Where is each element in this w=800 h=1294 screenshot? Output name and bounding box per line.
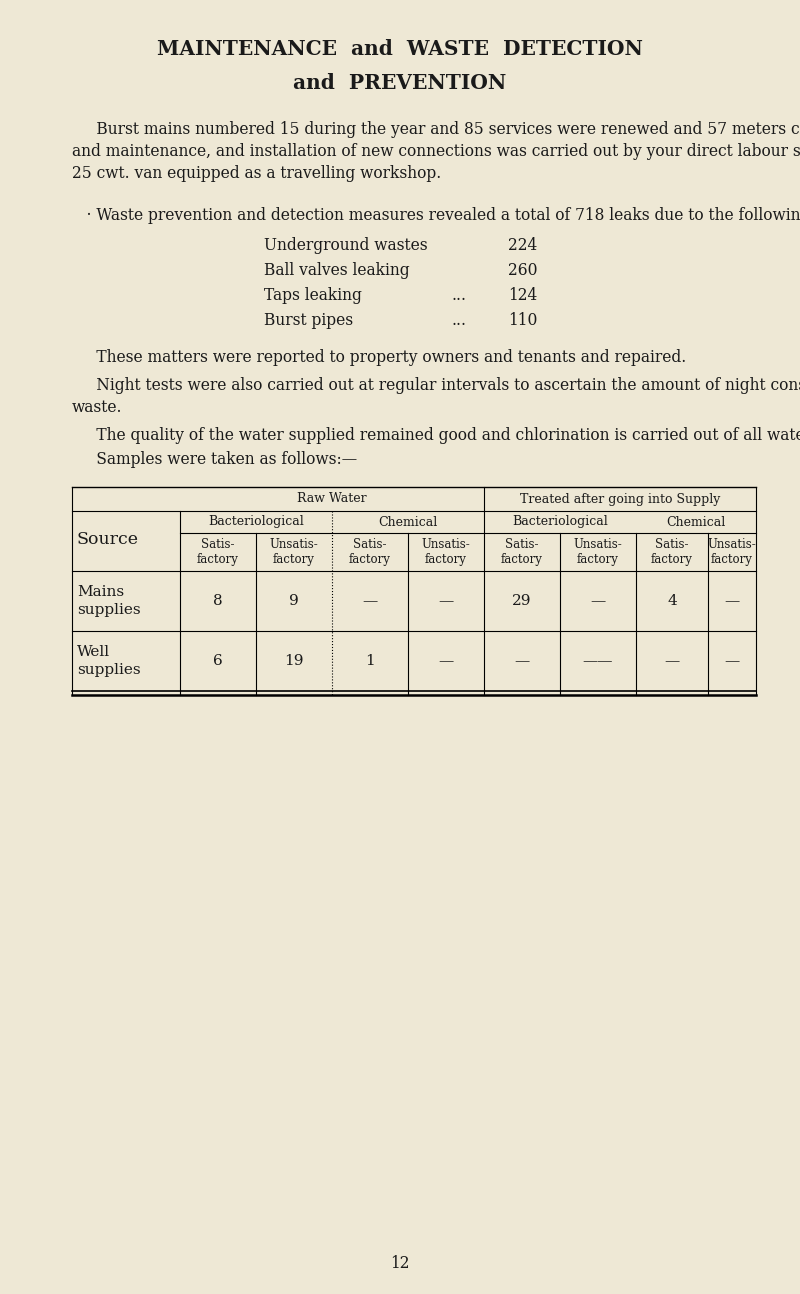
Text: Unsatis-
factory: Unsatis- factory [422,538,470,567]
Text: 25 cwt. van equipped as a travelling workshop.: 25 cwt. van equipped as a travelling wor… [72,166,442,182]
Text: Underground wastes: Underground wastes [264,237,428,254]
Text: —: — [438,594,454,608]
Text: Satis-
factory: Satis- factory [651,538,693,567]
Text: Satis-
factory: Satis- factory [501,538,543,567]
Text: —: — [724,653,740,668]
Text: Unsatis-
factory: Unsatis- factory [708,538,756,567]
Text: 9: 9 [289,594,299,608]
Text: Samples were taken as follows:—: Samples were taken as follows:— [72,452,357,468]
Text: —: — [590,594,606,608]
Text: Bacteriological: Bacteriological [512,515,608,528]
Text: Ball valves leaking: Ball valves leaking [264,261,410,280]
Text: —: — [438,653,454,668]
Text: 1: 1 [365,653,375,668]
Text: ...: ... [452,287,467,304]
Text: Night tests were also carried out at regular intervals to ascertain the amount o: Night tests were also carried out at reg… [72,377,800,393]
Text: 110: 110 [508,312,538,329]
Text: Burst mains numbered 15 during the year and 85 services were renewed and 57 mete: Burst mains numbered 15 during the year … [72,122,800,138]
Text: Bacteriological: Bacteriological [208,515,304,528]
Text: Chemiсal: Chemiсal [378,515,438,528]
Text: 260: 260 [508,261,538,280]
Text: · Waste prevention and detection measures revealed a total of 718 leaks due to t: · Waste prevention and detection measure… [72,207,800,224]
Text: 12: 12 [390,1255,410,1272]
Text: Source: Source [77,531,139,547]
Text: MAINTENANCE  and  WASTE  DETECTION: MAINTENANCE and WASTE DETECTION [157,39,643,60]
Text: 6: 6 [213,653,223,668]
Text: —: — [514,653,530,668]
Text: Taps leaking: Taps leaking [264,287,362,304]
Text: Unsatis-
factory: Unsatis- factory [270,538,318,567]
Text: ——: —— [582,653,614,668]
Text: Satis-
factory: Satis- factory [197,538,239,567]
Text: 224: 224 [508,237,538,254]
Text: —: — [724,594,740,608]
Text: Burst pipes: Burst pipes [264,312,353,329]
Text: Treated after going into Supply: Treated after going into Supply [520,493,720,506]
Text: and  PREVENTION: and PREVENTION [294,72,506,93]
Text: ...: ... [452,312,467,329]
Text: waste.: waste. [72,399,122,415]
Text: Unsatis-
factory: Unsatis- factory [574,538,622,567]
Text: and maintenance, and installation of new connections was carried out by your dir: and maintenance, and installation of new… [72,144,800,160]
Text: —: — [362,594,378,608]
Text: These matters were reported to property owners and tenants and repaired.: These matters were reported to property … [72,349,686,366]
Text: Satis-
factory: Satis- factory [349,538,391,567]
Text: 8: 8 [213,594,223,608]
Text: 124: 124 [508,287,538,304]
Text: —: — [664,653,680,668]
Text: 29: 29 [512,594,532,608]
Text: Mains
supplies: Mains supplies [77,585,141,617]
Text: Chemical: Chemical [666,515,726,528]
Text: Raw Water: Raw Water [297,493,367,506]
Text: The quality of the water supplied remained good and chlorination is carried out : The quality of the water supplied remain… [72,427,800,444]
Text: 19: 19 [284,653,304,668]
Text: Well
supplies: Well supplies [77,646,141,677]
Text: 4: 4 [667,594,677,608]
